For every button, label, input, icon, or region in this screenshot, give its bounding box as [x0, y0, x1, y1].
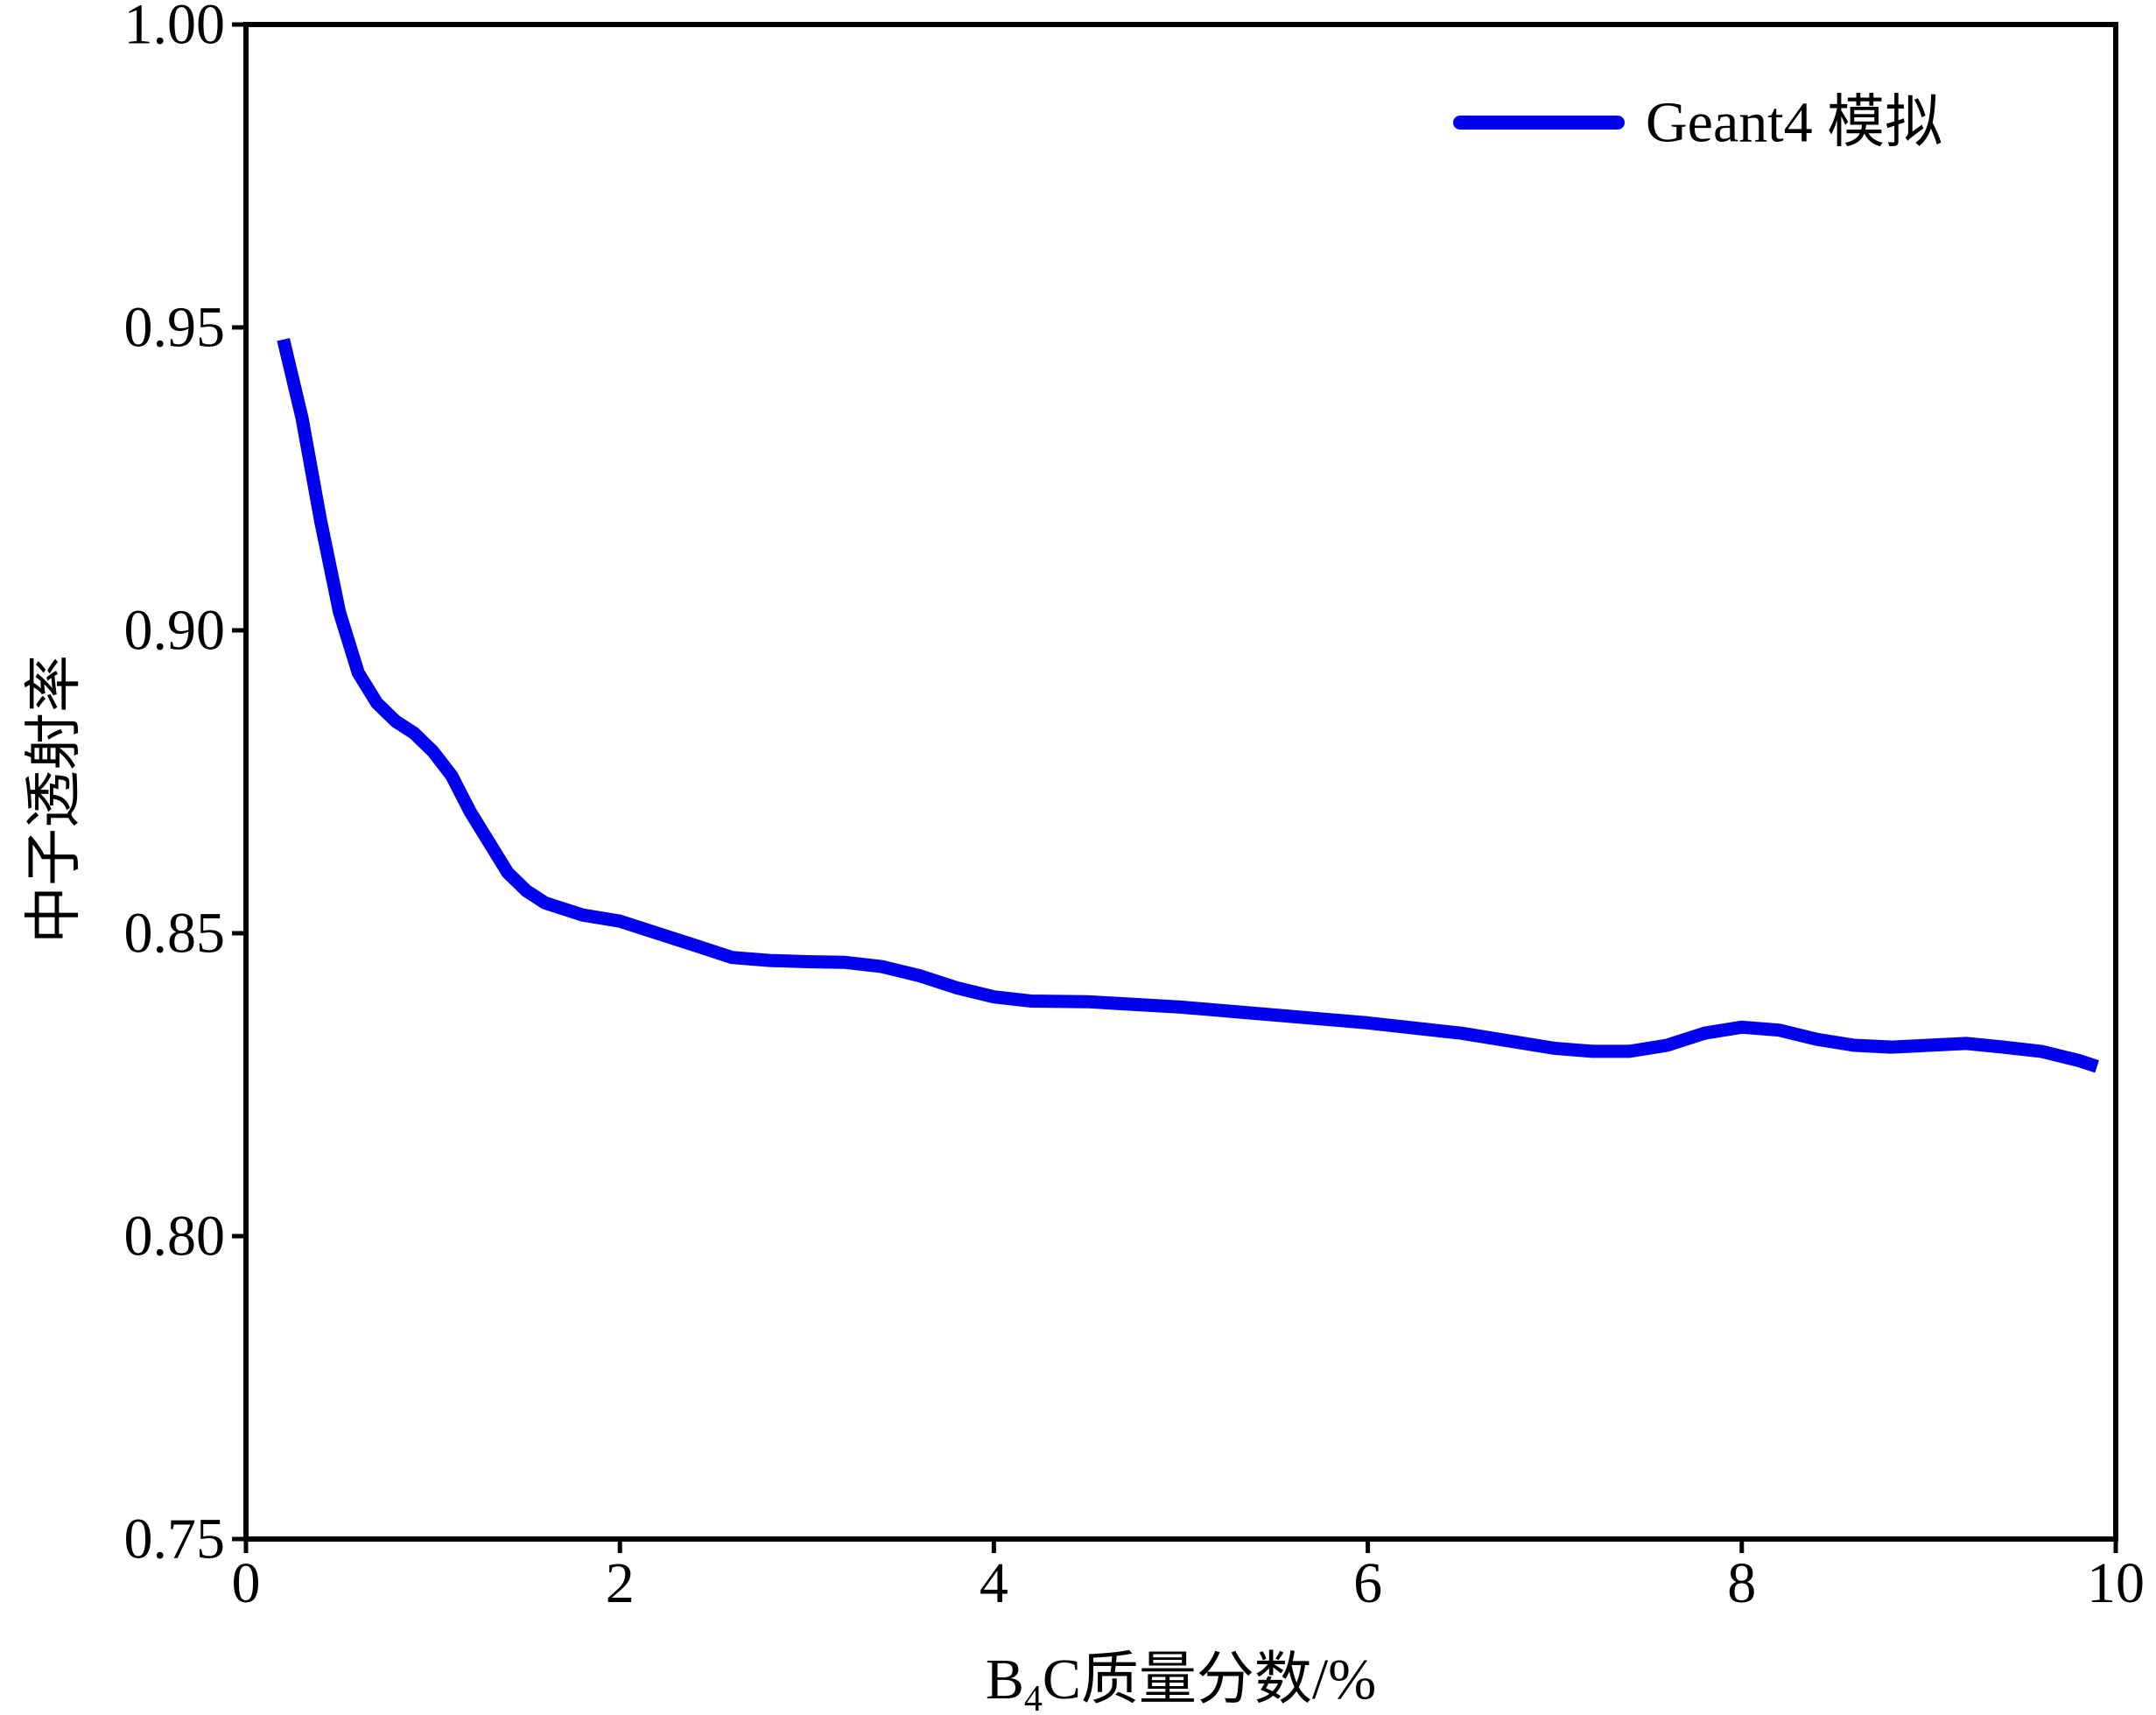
x-axis-title-prefix: B — [986, 1648, 1024, 1711]
x-tick-label: 6 — [1353, 1551, 1382, 1615]
x-tick-label: 10 — [2087, 1551, 2145, 1615]
y-axis-title: 中子透射率 — [23, 655, 87, 944]
y-tick-label: 1.00 — [124, 0, 226, 57]
y-tick-label: 0.90 — [124, 599, 226, 663]
x-tick-label: 0 — [232, 1551, 261, 1615]
y-axis-ticks: 0.75 0.80 0.85 0.90 0.95 1.00 — [124, 0, 246, 1571]
series-line — [277, 338, 2099, 1073]
y-tick-label: 0.80 — [124, 1205, 226, 1269]
x-tick-label: 4 — [980, 1551, 1008, 1615]
legend-label: Geant4 模拟 — [1646, 91, 1942, 155]
y-tick-label: 0.95 — [124, 296, 226, 360]
x-tick-label: 8 — [1727, 1551, 1756, 1615]
x-axis-title-suffix: C质量分数/% — [1043, 1648, 1376, 1711]
x-axis-ticks: 0 2 4 6 8 10 — [232, 1539, 2145, 1615]
x-tick-label: 2 — [606, 1551, 635, 1615]
y-tick-label: 0.75 — [124, 1508, 226, 1571]
plot-area-frame — [243, 22, 2118, 1542]
y-tick-label: 0.85 — [124, 902, 226, 966]
x-axis-title: B4C质量分数/% — [986, 1648, 1376, 1715]
series-layer — [277, 338, 2099, 1073]
legend: Geant4 模拟 — [1453, 91, 1942, 155]
x-axis-title-subscript: 4 — [1024, 1679, 1043, 1715]
